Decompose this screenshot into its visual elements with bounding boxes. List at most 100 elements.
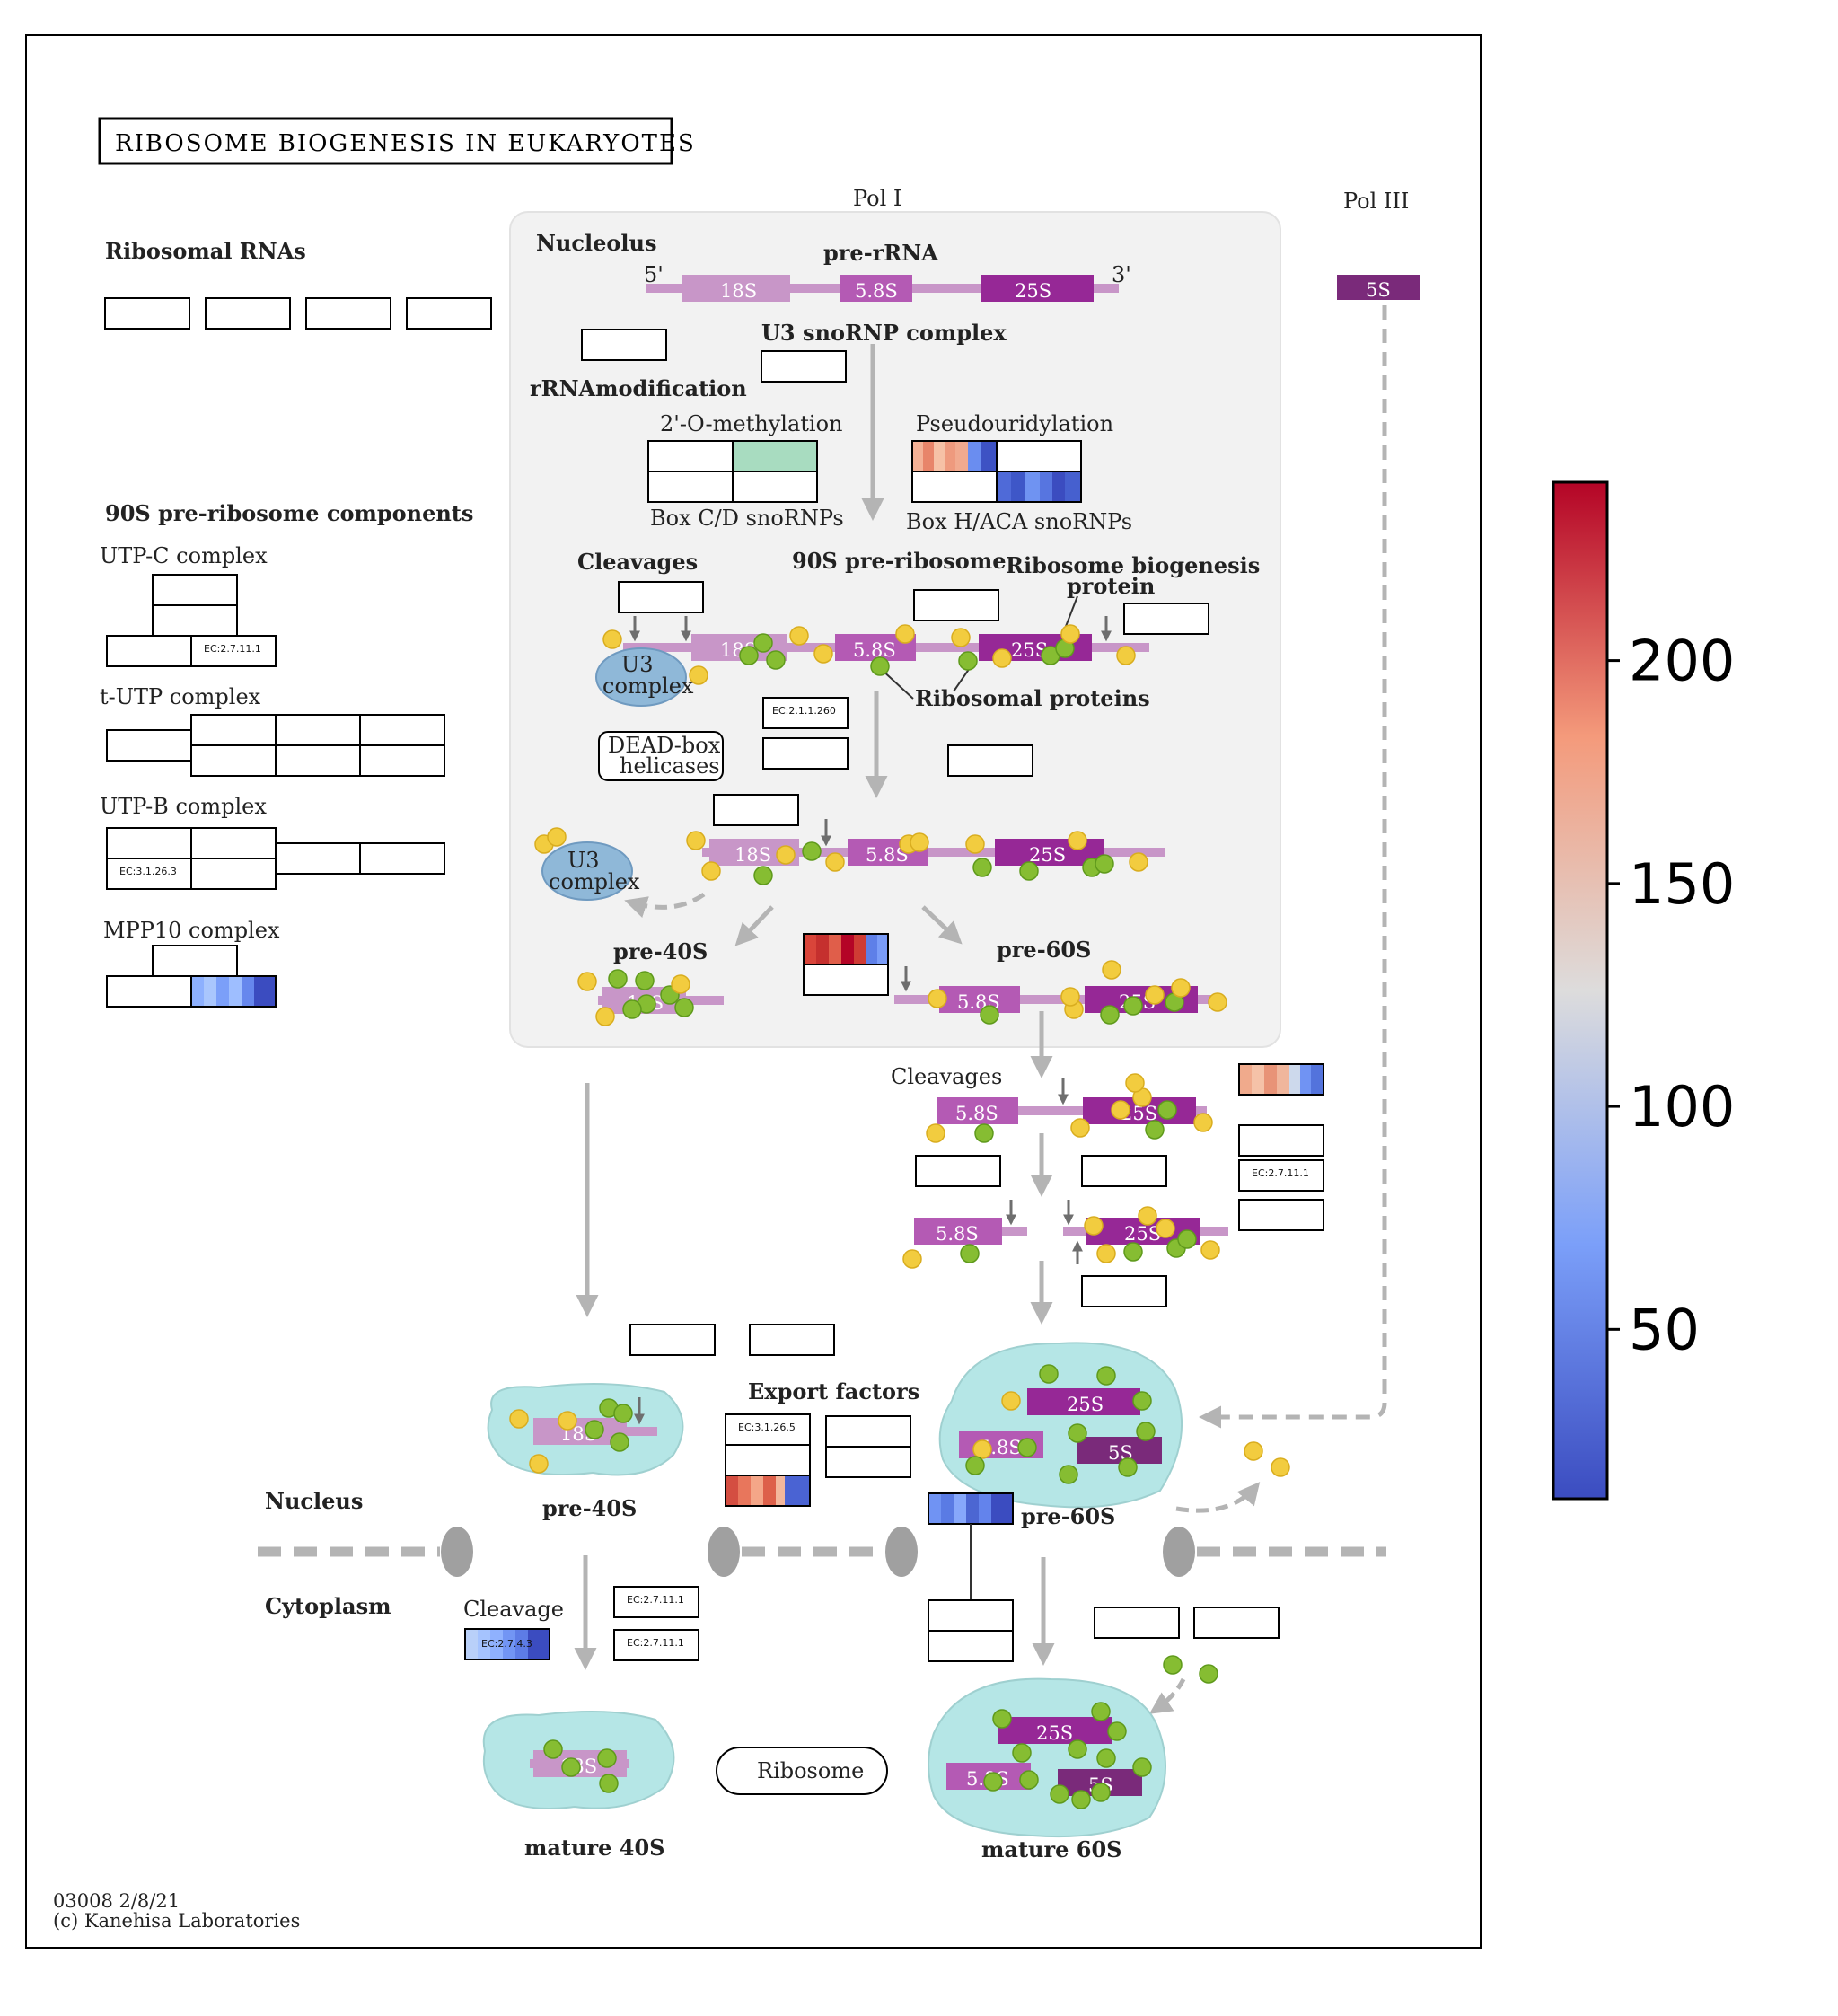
heatmap-box[interactable]	[996, 471, 1082, 503]
gene-box[interactable]	[190, 744, 277, 777]
mature40s-label: mature 40S	[524, 1835, 664, 1861]
mpp10-label: MPP10 complex	[103, 918, 280, 943]
ribosome-label: Ribosome	[757, 1758, 864, 1783]
colorbar	[1552, 480, 1609, 1501]
gene-box[interactable]	[1094, 1607, 1180, 1639]
gene-box[interactable]	[762, 737, 849, 770]
gene-box[interactable]	[732, 471, 818, 503]
rrna-5-8s-label: 5.8S	[936, 1223, 979, 1245]
gene-box[interactable]	[1193, 1607, 1280, 1639]
gene-box[interactable]	[190, 827, 277, 859]
heatmap-box[interactable]	[725, 1475, 811, 1507]
protein-bead-green	[1068, 1739, 1087, 1759]
heatmap-box[interactable]	[928, 1492, 1014, 1525]
protein-bead-yellow	[1096, 1244, 1116, 1263]
enzyme-box[interactable]	[1238, 1159, 1324, 1192]
gene-box[interactable]	[359, 842, 445, 875]
gene-box[interactable]	[275, 714, 361, 746]
gene-box[interactable]	[104, 297, 190, 330]
protein-bead-green	[965, 1456, 985, 1475]
protein-bead-green	[1096, 1366, 1116, 1386]
gene-box[interactable]	[359, 714, 445, 746]
gene-box[interactable]	[1123, 603, 1209, 635]
gene-box-expressed[interactable]	[732, 440, 818, 472]
gene-box[interactable]	[911, 471, 998, 503]
pre-rrna-label: pre-rRNA	[823, 240, 938, 266]
enzyme-box[interactable]	[613, 1629, 699, 1661]
cleavage-label: Cleavage	[463, 1597, 564, 1622]
ribosomal-proteins-label: Ribosomal proteins	[915, 685, 1150, 711]
gene-box[interactable]	[825, 1446, 911, 1478]
protein-bead-green	[1019, 861, 1039, 881]
protein-bead-yellow	[910, 832, 929, 852]
gene-box[interactable]	[152, 604, 238, 637]
gene-box[interactable]	[1081, 1155, 1167, 1187]
gene-box[interactable]	[761, 350, 847, 383]
protein-bead-green	[1163, 1655, 1183, 1675]
gene-box[interactable]	[825, 1415, 911, 1448]
heatmap-box[interactable]	[464, 1628, 550, 1660]
protein-bead-yellow	[1068, 831, 1087, 850]
rna-strand	[937, 1106, 1207, 1115]
gene-box[interactable]	[928, 1630, 1014, 1662]
gene-box[interactable]	[1238, 1199, 1324, 1231]
gene-box[interactable]	[647, 471, 734, 503]
enzyme-label: EC:2.7.11.1	[1252, 1167, 1309, 1179]
nuclear-pore	[885, 1527, 918, 1577]
enzyme-box[interactable]	[190, 635, 277, 667]
gene-box[interactable]	[947, 744, 1033, 777]
gene-box[interactable]	[803, 964, 889, 996]
gene-box[interactable]	[275, 842, 361, 875]
protein-bead-green	[543, 1739, 563, 1759]
enzyme-box[interactable]	[106, 858, 192, 890]
gene-box[interactable]	[647, 440, 734, 472]
protein-bead-yellow	[928, 989, 947, 1008]
protein-bead-green	[585, 1420, 604, 1439]
gene-box[interactable]	[106, 635, 192, 667]
gene-box[interactable]	[915, 1155, 1001, 1187]
box-cd-label: Box C/D snoRNPs	[650, 506, 844, 531]
gene-box[interactable]	[928, 1599, 1014, 1632]
gene-box[interactable]	[190, 714, 277, 746]
mature60s-particle	[928, 1677, 1166, 1838]
protein-bead-yellow	[1171, 978, 1191, 998]
enzyme-box[interactable]	[725, 1413, 811, 1446]
gene-box[interactable]	[725, 1444, 811, 1476]
heatmap-box[interactable]	[1238, 1063, 1324, 1096]
heatmap-box[interactable]	[911, 440, 998, 472]
protein-bead-green	[1118, 1457, 1138, 1477]
gene-box[interactable]	[749, 1324, 835, 1356]
heatmap-box[interactable]	[190, 975, 277, 1008]
gene-box[interactable]	[581, 329, 667, 361]
gene-box[interactable]	[629, 1324, 716, 1356]
gene-box[interactable]	[106, 827, 192, 859]
gene-box[interactable]	[205, 297, 291, 330]
gene-box[interactable]	[618, 581, 704, 613]
gene-box[interactable]	[1238, 1124, 1324, 1157]
enzyme-label: EC:2.7.11.1	[627, 1637, 684, 1649]
gene-box[interactable]	[359, 744, 445, 777]
protein-bead-yellow	[965, 834, 985, 854]
ribosomal-rnas-label: Ribosomal RNAs	[105, 238, 306, 264]
gene-box[interactable]	[152, 945, 238, 977]
gene-box[interactable]	[305, 297, 391, 330]
pointer-line	[1064, 595, 1078, 629]
gene-box[interactable]	[913, 589, 999, 621]
gene-box[interactable]	[1081, 1275, 1167, 1307]
protein-bead-yellow	[1129, 852, 1148, 872]
gene-box[interactable]	[106, 975, 192, 1008]
protein-bead-yellow	[1145, 985, 1165, 1005]
gene-box[interactable]	[713, 794, 799, 826]
gene-box[interactable]	[275, 744, 361, 777]
gene-box[interactable]	[152, 574, 238, 606]
enzyme-box[interactable]	[613, 1586, 699, 1618]
heatmap-box[interactable]	[803, 933, 889, 965]
protein-bead-green	[1017, 1438, 1037, 1457]
gene-box[interactable]	[106, 729, 192, 762]
protein-bead-green	[1050, 1784, 1069, 1804]
gene-box[interactable]	[406, 297, 492, 330]
gene-box[interactable]	[996, 440, 1082, 472]
protein-bead-green	[1107, 1721, 1127, 1741]
enzyme-box[interactable]	[762, 697, 849, 729]
gene-box[interactable]	[190, 858, 277, 890]
